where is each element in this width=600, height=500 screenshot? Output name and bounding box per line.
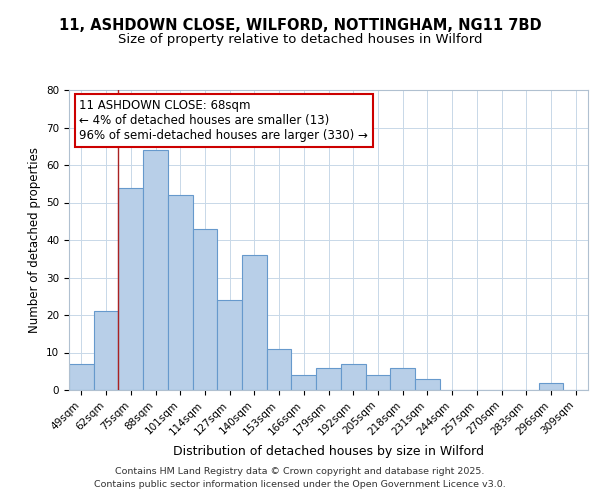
Bar: [217, 300, 242, 390]
Bar: [341, 364, 365, 390]
Y-axis label: Number of detached properties: Number of detached properties: [28, 147, 41, 333]
Bar: [292, 375, 316, 390]
Text: Contains HM Land Registry data © Crown copyright and database right 2025.: Contains HM Land Registry data © Crown c…: [115, 467, 485, 476]
Bar: [539, 382, 563, 390]
Bar: [242, 255, 267, 390]
Bar: [94, 311, 118, 390]
Text: Size of property relative to detached houses in Wilford: Size of property relative to detached ho…: [118, 32, 482, 46]
Text: 11 ASHDOWN CLOSE: 68sqm
← 4% of detached houses are smaller (13)
96% of semi-det: 11 ASHDOWN CLOSE: 68sqm ← 4% of detached…: [79, 99, 368, 142]
Bar: [118, 188, 143, 390]
Bar: [267, 349, 292, 390]
Bar: [69, 364, 94, 390]
Bar: [193, 229, 217, 390]
Bar: [143, 150, 168, 390]
Bar: [415, 379, 440, 390]
Bar: [168, 195, 193, 390]
Text: Contains public sector information licensed under the Open Government Licence v3: Contains public sector information licen…: [94, 480, 506, 489]
Bar: [316, 368, 341, 390]
Bar: [365, 375, 390, 390]
Text: 11, ASHDOWN CLOSE, WILFORD, NOTTINGHAM, NG11 7BD: 11, ASHDOWN CLOSE, WILFORD, NOTTINGHAM, …: [59, 18, 541, 32]
X-axis label: Distribution of detached houses by size in Wilford: Distribution of detached houses by size …: [173, 445, 484, 458]
Bar: [390, 368, 415, 390]
